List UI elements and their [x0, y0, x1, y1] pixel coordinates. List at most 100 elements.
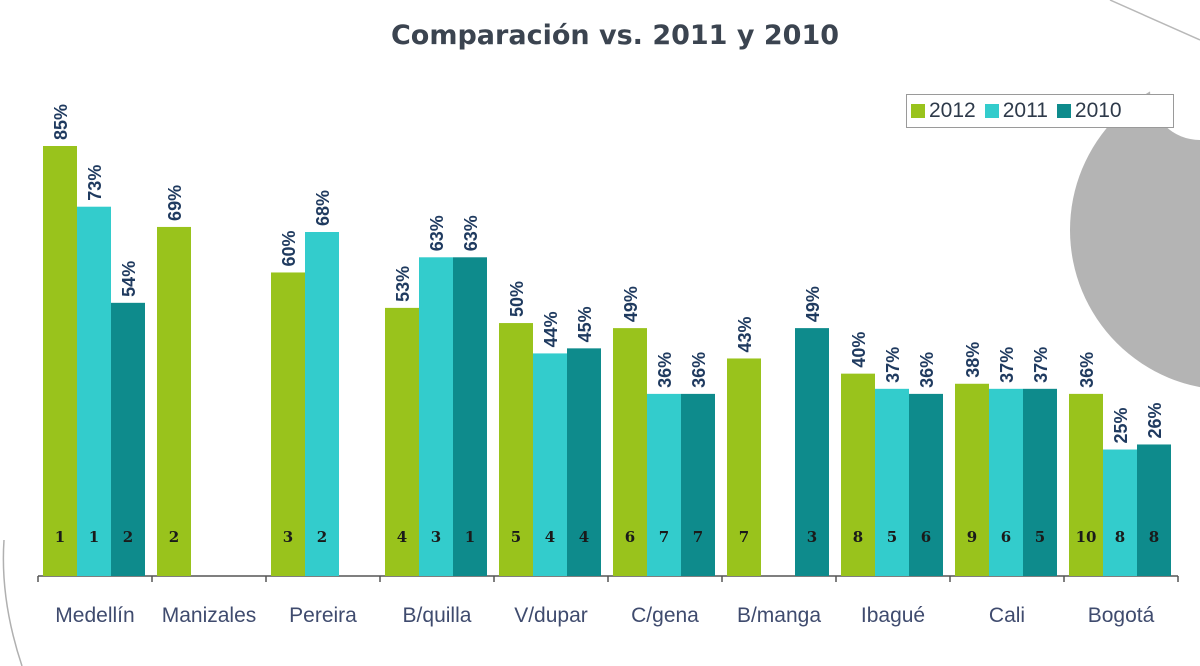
bar-2012	[157, 226, 191, 577]
legend-label-2012: 2012	[929, 99, 976, 122]
bar-2012	[271, 272, 305, 576]
legend-item-2010: 2010	[1056, 99, 1122, 123]
bar-group: 60% 3 68% 2	[271, 190, 339, 576]
bar-2011	[989, 388, 1023, 576]
bar-rank-label: 5	[511, 528, 521, 546]
bar-2012	[613, 328, 647, 576]
x-tick-label: Cali	[989, 604, 1025, 627]
bar-2010	[1023, 388, 1057, 576]
bar-rank-label: 1	[55, 528, 65, 546]
bar-2011	[1103, 449, 1137, 576]
bar-2011	[77, 206, 111, 577]
bar-2012	[727, 358, 761, 576]
bar-rank-label: 10	[1076, 528, 1097, 546]
bar-2012	[955, 383, 989, 576]
bar-value-label: 36%	[1077, 352, 1097, 388]
bar-rank-label: 5	[1035, 528, 1045, 546]
bar-value-label: 36%	[689, 352, 709, 388]
bar-value-label: 49%	[803, 286, 823, 322]
bar-value-label: 26%	[1145, 402, 1165, 438]
bar-rank-label: 2	[169, 528, 179, 546]
legend-item-2012: 2012	[911, 99, 976, 123]
bar-rank-label: 6	[625, 528, 635, 546]
bar-2011	[647, 393, 681, 576]
legend-swatch-2011	[984, 104, 999, 118]
bar-rank-label: 6	[1001, 528, 1011, 546]
bar-group: 36% 10 25% 8 26% 8	[1069, 352, 1171, 576]
bar-2012	[1069, 393, 1103, 576]
bar-value-label: 40%	[849, 332, 869, 368]
bar-rank-label: 3	[283, 528, 293, 546]
legend-item-2011: 2011	[984, 99, 1048, 123]
chart-title: Comparación vs. 2011 y 2010	[390, 20, 840, 51]
bar-2012	[43, 146, 77, 576]
bar-rank-label: 2	[317, 528, 327, 546]
x-tick-label: V/dupar	[514, 604, 588, 627]
bar-value-label: 36%	[655, 352, 675, 388]
bar-value-label: 53%	[393, 266, 413, 302]
x-axis: Medellín Manizales Pereira B/quilla V/dupar C…	[37, 575, 1179, 627]
x-tick-label: Bogotá	[1088, 604, 1155, 627]
bar-group: 85% 1 73% 1 54% 2	[43, 104, 145, 577]
bar-rank-label: 7	[693, 528, 703, 546]
bar-value-label: 63%	[427, 215, 447, 251]
bar-rank-label: 1	[89, 528, 99, 546]
bar-2011	[419, 257, 453, 576]
bar-rank-label: 7	[739, 528, 749, 546]
bar-group: 53% 4 63% 3 63% 1	[385, 215, 487, 576]
bar-2012	[841, 373, 875, 576]
bar-value-label: 69%	[165, 185, 185, 221]
bar-2011	[533, 353, 567, 576]
bar-value-label: 36%	[917, 352, 937, 388]
legend-swatch-2010	[1056, 104, 1071, 118]
bar-value-label: 68%	[313, 190, 333, 226]
bar-value-label: 25%	[1111, 407, 1131, 443]
bar-2010	[795, 328, 829, 576]
bar-rank-label: 7	[659, 528, 669, 546]
decorative-line	[1109, 0, 1200, 41]
bar-2010	[681, 393, 715, 576]
bar-2011	[305, 232, 339, 576]
chart-legend: 2012 2011 2010	[906, 94, 1174, 128]
x-tick-label: Manizales	[162, 604, 257, 627]
bar-value-label: 37%	[883, 347, 903, 383]
x-tick-label: C/gena	[631, 604, 699, 627]
bar-rank-label: 9	[967, 528, 977, 546]
bar-value-label: 50%	[507, 281, 527, 317]
bar-value-label: 54%	[119, 261, 139, 297]
bar-value-label: 73%	[85, 165, 105, 201]
bar-group: 38% 9 37% 6 37% 5	[955, 342, 1057, 576]
bar-value-label: 43%	[735, 316, 755, 352]
bar-value-label: 85%	[51, 104, 71, 140]
bar-2010	[453, 257, 487, 576]
decorative-grey-circle	[1070, 72, 1200, 388]
x-tick-label: Medellín	[55, 604, 134, 627]
bar-rank-label: 2	[123, 528, 133, 546]
bar-value-label: 37%	[997, 347, 1017, 383]
bar-2010	[909, 393, 943, 576]
legend-swatch-2012	[911, 104, 925, 118]
bar-value-label: 60%	[279, 230, 299, 266]
x-tick-label: Pereira	[289, 604, 357, 627]
bar-rank-label: 3	[431, 528, 441, 546]
bar-rank-label: 8	[1149, 528, 1159, 546]
bar-group: 40% 8 37% 5 36% 6	[841, 332, 943, 576]
bar-value-label: 44%	[541, 311, 561, 347]
bar-rank-label: 8	[853, 528, 863, 546]
bar-group: 49% 6 36% 7 36% 7	[613, 286, 715, 576]
bar-rank-label: 8	[1115, 528, 1125, 546]
x-tick-label: B/quilla	[403, 604, 472, 627]
bar-value-label: 38%	[963, 342, 983, 378]
bar-2010	[1137, 444, 1171, 576]
bar-group: 43% 7 49% 3	[727, 286, 829, 576]
bar-value-label: 37%	[1031, 347, 1051, 383]
bar-value-label: 63%	[461, 215, 481, 251]
bar-rank-label: 4	[579, 528, 589, 546]
decorative-arc	[2, 539, 23, 666]
bar-value-label: 45%	[575, 306, 595, 342]
legend-label-2010: 2010	[1074, 99, 1122, 122]
bar-2012	[499, 323, 533, 576]
bar-rank-label: 4	[545, 528, 555, 546]
